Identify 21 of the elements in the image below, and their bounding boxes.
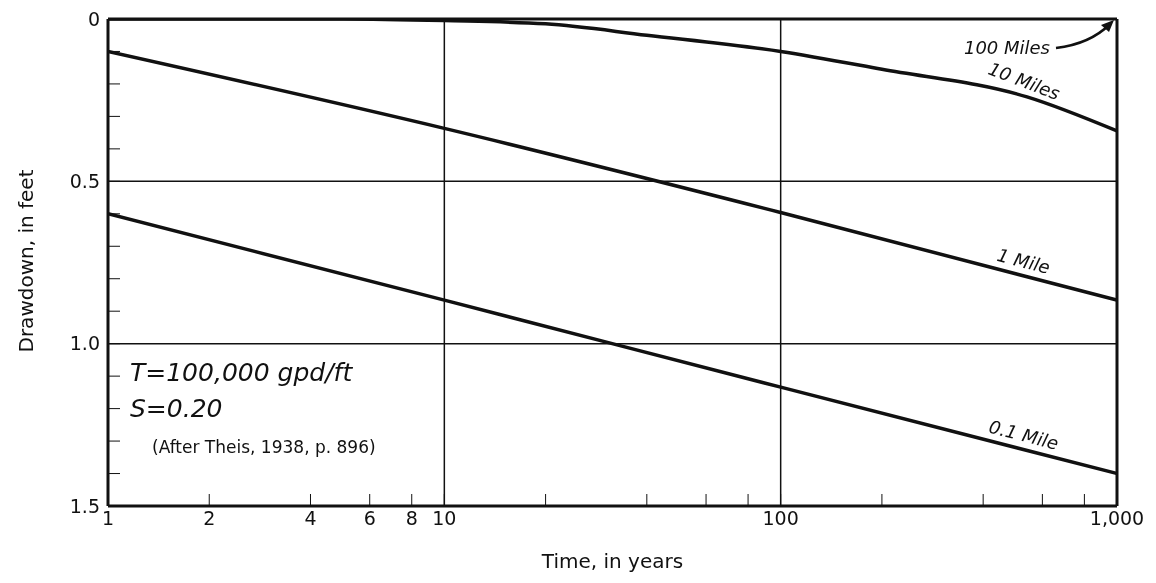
annotation: (After Theis, 1938, p. 896)	[152, 435, 376, 459]
x-tick-label: 2	[203, 507, 216, 530]
x-axis-title: Time, in years	[540, 549, 684, 573]
annotation: 100 Miles	[963, 37, 1050, 58]
y-tick-label: 0	[87, 7, 100, 30]
x-tick-label: 1,000	[1089, 507, 1145, 530]
x-tick-label: 8	[405, 507, 418, 530]
y-tick-label: 1.5	[69, 494, 100, 517]
y-tick-label: 0.5	[69, 170, 100, 193]
y-tick-label: 1.0	[69, 332, 100, 355]
text: 10 Miles	[985, 57, 1063, 104]
x-tick-label: 4	[304, 507, 317, 530]
x-tick-label: 100	[762, 507, 799, 530]
y-axis-title: Drawdown, in feet	[14, 169, 39, 353]
text: 1 Mile	[994, 244, 1053, 279]
x-tick-label: 6	[363, 507, 376, 530]
x-tick-label: 10	[432, 507, 457, 530]
text: 0.1 Mile	[986, 415, 1061, 454]
annotation: S=0.20	[130, 392, 224, 425]
annotation: T=100,000 gpd/ft	[130, 356, 354, 389]
x-tick-label: 1	[101, 507, 115, 530]
